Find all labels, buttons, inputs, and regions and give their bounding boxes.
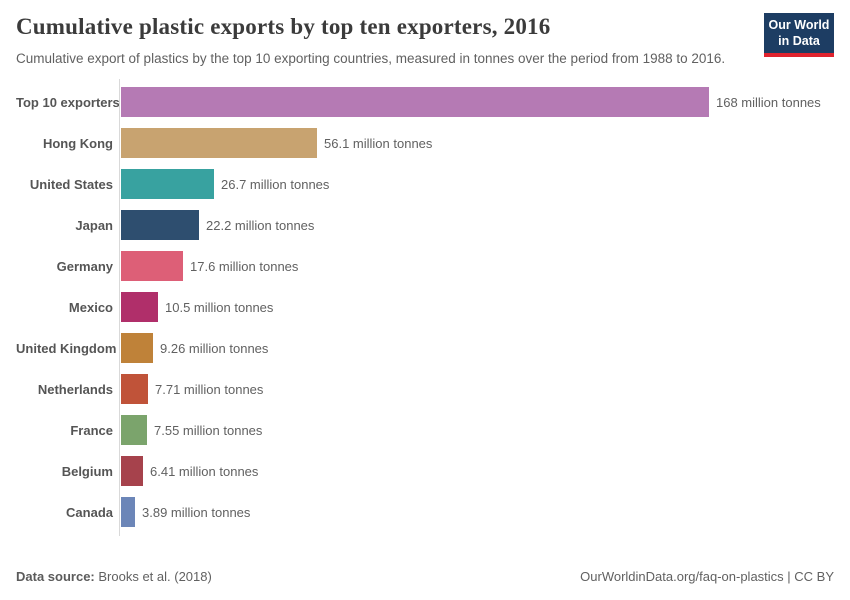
- category-label: Mexico: [68, 299, 113, 315]
- chart-row: France 7.55 million tonnes: [16, 410, 834, 451]
- bar-track: 3.89 million tonnes: [119, 492, 834, 533]
- bar[interactable]: [121, 87, 709, 118]
- bar-track: 17.6 million tonnes: [119, 246, 834, 287]
- bar-track: 26.7 million tonnes: [119, 164, 834, 205]
- bar-track: 7.55 million tonnes: [119, 410, 834, 451]
- bar[interactable]: [121, 128, 317, 159]
- chart-row: Germany 17.6 million tonnes: [16, 246, 834, 287]
- owid-logo-text: Our World in Data: [764, 13, 834, 54]
- chart-rows: Top 10 exporters 168 million tonnes Hong K…: [16, 82, 834, 533]
- bar-value-label: 7.55 million tonnes: [154, 422, 263, 438]
- bar-value-label: 22.2 million tonnes: [206, 217, 315, 233]
- bar-value-label: 7.71 million tonnes: [155, 381, 264, 397]
- chart-row: United Kingdom 9.26 million tonnes: [16, 328, 834, 369]
- chart-subtitle: Cumulative export of plastics by the top…: [16, 51, 726, 66]
- category-label: France: [70, 422, 113, 438]
- credit-link[interactable]: OurWorldinData.org/faq-on-plastics | CC …: [580, 569, 834, 584]
- chart-row: United States 26.7 million tonnes: [16, 164, 834, 205]
- owid-logo-line2: in Data: [778, 33, 820, 48]
- bar-value-label: 168 million tonnes: [716, 94, 821, 110]
- chart-row: Canada 3.89 million tonnes: [16, 492, 834, 533]
- data-source: Data source: Brooks et al. (2018): [16, 569, 212, 584]
- chart-row: Hong Kong 56.1 million tonnes: [16, 123, 834, 164]
- bar[interactable]: [121, 497, 135, 528]
- chart-title: Cumulative plastic exports by top ten ex…: [16, 14, 551, 39]
- bar[interactable]: [121, 456, 143, 487]
- chart-header: Cumulative plastic exports by top ten ex…: [16, 13, 834, 69]
- data-source-label: Data source:: [16, 569, 95, 584]
- owid-logo-line1: Our World: [768, 18, 830, 32]
- chart-footer: Data source: Brooks et al. (2018) OurWor…: [16, 569, 834, 586]
- y-axis-line: [119, 78, 120, 536]
- owid-logo[interactable]: Our World in Data: [764, 13, 834, 58]
- bar-value-label: 56.1 million tonnes: [324, 135, 433, 151]
- category-label: Belgium: [61, 463, 113, 479]
- bar[interactable]: [121, 169, 214, 200]
- bar-value-label: 10.5 million tonnes: [165, 299, 274, 315]
- bar[interactable]: [121, 415, 147, 446]
- bar[interactable]: [121, 210, 199, 241]
- bar[interactable]: [121, 333, 153, 364]
- bar-track: 56.1 million tonnes: [119, 123, 834, 164]
- bar-track: 7.71 million tonnes: [119, 369, 834, 410]
- chart-row: Netherlands 7.71 million tonnes: [16, 369, 834, 410]
- bar-value-label: 6.41 million tonnes: [150, 463, 259, 479]
- category-label: United Kingdom: [16, 340, 117, 356]
- data-source-value: Brooks et al. (2018): [98, 569, 212, 584]
- chart-row: Top 10 exporters 168 million tonnes: [16, 82, 834, 123]
- category-label: Germany: [56, 258, 113, 274]
- owid-logo-accent-bar: [764, 53, 834, 58]
- bar-value-label: 9.26 million tonnes: [160, 340, 269, 356]
- bar-value-label: 3.89 million tonnes: [142, 504, 251, 520]
- bar-track: 168 million tonnes: [119, 82, 834, 123]
- bar[interactable]: [121, 374, 148, 405]
- category-label: United States: [29, 176, 113, 192]
- bar-track: 6.41 million tonnes: [119, 451, 834, 492]
- chart-row: Belgium 6.41 million tonnes: [16, 451, 834, 492]
- bar-track: 10.5 million tonnes: [119, 287, 834, 328]
- bar-chart: Top 10 exporters 168 million tonnes Hong K…: [16, 78, 834, 536]
- bar-track: 22.2 million tonnes: [119, 205, 834, 246]
- bar-track: 9.26 million tonnes: [119, 328, 834, 369]
- chart-row: Japan 22.2 million tonnes: [16, 205, 834, 246]
- category-label: Canada: [66, 504, 113, 520]
- category-label: Japan: [75, 217, 113, 233]
- bar-value-label: 26.7 million tonnes: [221, 176, 330, 192]
- bar[interactable]: [121, 292, 158, 323]
- category-label: Top 10 exporters: [16, 94, 120, 110]
- category-label: Hong Kong: [42, 135, 113, 151]
- bar-value-label: 17.6 million tonnes: [190, 258, 299, 274]
- bar[interactable]: [121, 251, 183, 282]
- category-label: Netherlands: [37, 381, 113, 397]
- chart-row: Mexico 10.5 million tonnes: [16, 287, 834, 328]
